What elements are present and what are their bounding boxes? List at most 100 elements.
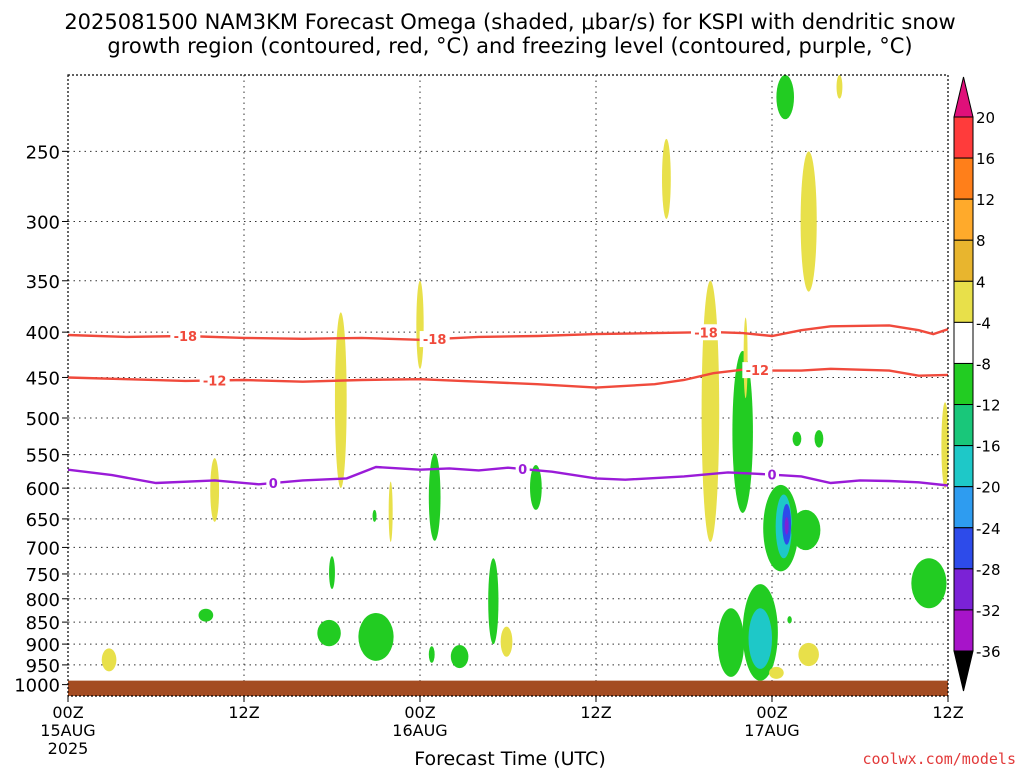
omega-region-27 [791, 509, 821, 551]
y-tick-label-350: 350 [26, 272, 60, 293]
x-tick-label-1: 12Z [228, 703, 259, 722]
x-tick-label-3: 12Z [580, 703, 611, 722]
y-tick-label-1000: 1000 [14, 676, 60, 697]
omega-region-16 [662, 138, 671, 219]
x-tick-year-0: 2025 [48, 739, 89, 758]
colorbar-band-12 [953, 609, 974, 652]
omega-region-13 [530, 465, 542, 510]
contour-label-bg-2-2 [765, 466, 779, 483]
y-tick-label-500: 500 [26, 409, 60, 430]
y-tick-label-550: 550 [26, 446, 60, 467]
colorbar-label-3: 8 [976, 232, 986, 250]
ground-level-fill [68, 680, 948, 696]
y-tick-label-850: 850 [26, 613, 60, 634]
colorbar-label-11: -28 [976, 561, 1001, 579]
y-tick-label-250: 250 [26, 142, 60, 163]
chart-title-line2: growth region (contoured, red, °C) and f… [107, 34, 912, 58]
credit-text: coolwx.com/models [862, 750, 1016, 768]
omega-region-15 [428, 646, 435, 663]
colorbar-band-0 [953, 116, 974, 159]
omega-region-10 [450, 644, 469, 669]
omega-region-19 [717, 608, 745, 677]
x-tick-label-0: 00Z [52, 703, 83, 722]
colorbar-band-10 [953, 527, 974, 570]
omega-region-37 [941, 402, 949, 489]
x-tick-label-4: 00Z [756, 703, 787, 722]
omega-region-2 [198, 608, 214, 622]
x-tick-sublabel-2: 16AUG [392, 721, 447, 740]
omega-region-0 [101, 648, 117, 672]
contour-lines: -18 -18 -18 -12 -12 0 0 0 [67, 324, 949, 492]
contour-line-2 [67, 465, 949, 487]
colorbar-band-7 [953, 404, 974, 447]
colorbar-label-2: 12 [976, 191, 995, 209]
omega-region-9 [428, 453, 441, 541]
contour-line-1 [67, 367, 949, 389]
colorbar-band-11 [953, 568, 974, 611]
colorbar-bottom-arrow [953, 650, 974, 692]
omega-region-36 [911, 558, 947, 609]
contour-line-0 [67, 324, 949, 342]
y-tick-label-900: 900 [26, 635, 60, 656]
colorbar-top-arrow [953, 76, 974, 118]
colorbar-label-8: -16 [976, 438, 1001, 456]
x-tick-label-5: 12Z [932, 703, 963, 722]
colorbar-band-4 [953, 280, 974, 323]
contour-label-2-0: 0 [269, 477, 278, 492]
contour-label-0-1: -18 [423, 333, 447, 348]
omega-region-33 [798, 642, 819, 667]
contour-label-bg-0-1 [419, 331, 450, 348]
x-axis-label: Forecast Time (UTC) [414, 748, 605, 768]
colorbar-label-12: -32 [976, 602, 1001, 620]
x-tick-label-2: 00Z [404, 703, 435, 722]
omega-region-35 [787, 616, 792, 624]
plot-frame [67, 74, 949, 697]
contour-label-1-0: -12 [203, 374, 227, 389]
colorbar-label-1: 16 [976, 150, 995, 168]
contour-label-bg-2-0 [266, 474, 281, 491]
omega-region-5 [317, 619, 341, 647]
omega-region-34 [769, 666, 784, 679]
omega-region-3 [329, 556, 335, 590]
colorbar-band-3 [953, 239, 974, 282]
x-tick-sublabel-4: 17AUG [744, 721, 799, 740]
omega-region-14 [372, 509, 377, 522]
contour-label-2-1: 0 [518, 463, 527, 478]
omega-region-32 [800, 151, 817, 292]
y-tick-label-400: 400 [26, 323, 60, 344]
contour-label-bg-2-1 [515, 461, 530, 478]
y-tick-label-600: 600 [26, 479, 60, 500]
contour-label-2-2: 0 [767, 469, 776, 484]
colorbar-band-2 [953, 198, 974, 241]
omega-region-17 [701, 280, 720, 542]
omega-region-11 [488, 558, 499, 645]
omega-region-26 [784, 517, 789, 535]
y-tick-label-800: 800 [26, 590, 60, 611]
colorbar-label-6: -8 [976, 355, 991, 373]
omega-region-30 [776, 75, 794, 120]
x-tick-sublabel-0: 15AUG [40, 721, 95, 740]
y-tick-label-950: 950 [26, 656, 60, 677]
contour-label-0-2: -18 [694, 326, 718, 341]
colorbar: 20 16 12 8 4 -4 -8 -12 -16 -20 -24 -28 -32 -36 [953, 76, 1001, 692]
colorbar-label-7: -12 [976, 397, 1001, 415]
omega-region-4 [334, 312, 347, 489]
colorbar-label-5: -4 [976, 314, 991, 332]
contour-label-bg-0-2 [691, 324, 721, 341]
colorbar-band-5 [953, 321, 974, 364]
chart-title-line1: 2025081500 NAM3KM Forecast Omega (shaded… [64, 10, 955, 34]
colorbar-label-13: -36 [976, 643, 1001, 661]
contour-label-0-0: -18 [174, 330, 198, 345]
contour-label-bg-1-1 [742, 362, 773, 379]
y-tick-label-700: 700 [26, 538, 60, 559]
omega-region-22 [743, 317, 748, 399]
contour-label-bg-1-0 [199, 372, 230, 389]
omega-region-1 [210, 458, 220, 522]
omega-region-8 [388, 481, 393, 542]
y-tick-label-750: 750 [26, 565, 60, 586]
colorbar-band-1 [953, 157, 974, 200]
y-tick-label-650: 650 [26, 510, 60, 531]
colorbar-band-9 [953, 486, 974, 529]
